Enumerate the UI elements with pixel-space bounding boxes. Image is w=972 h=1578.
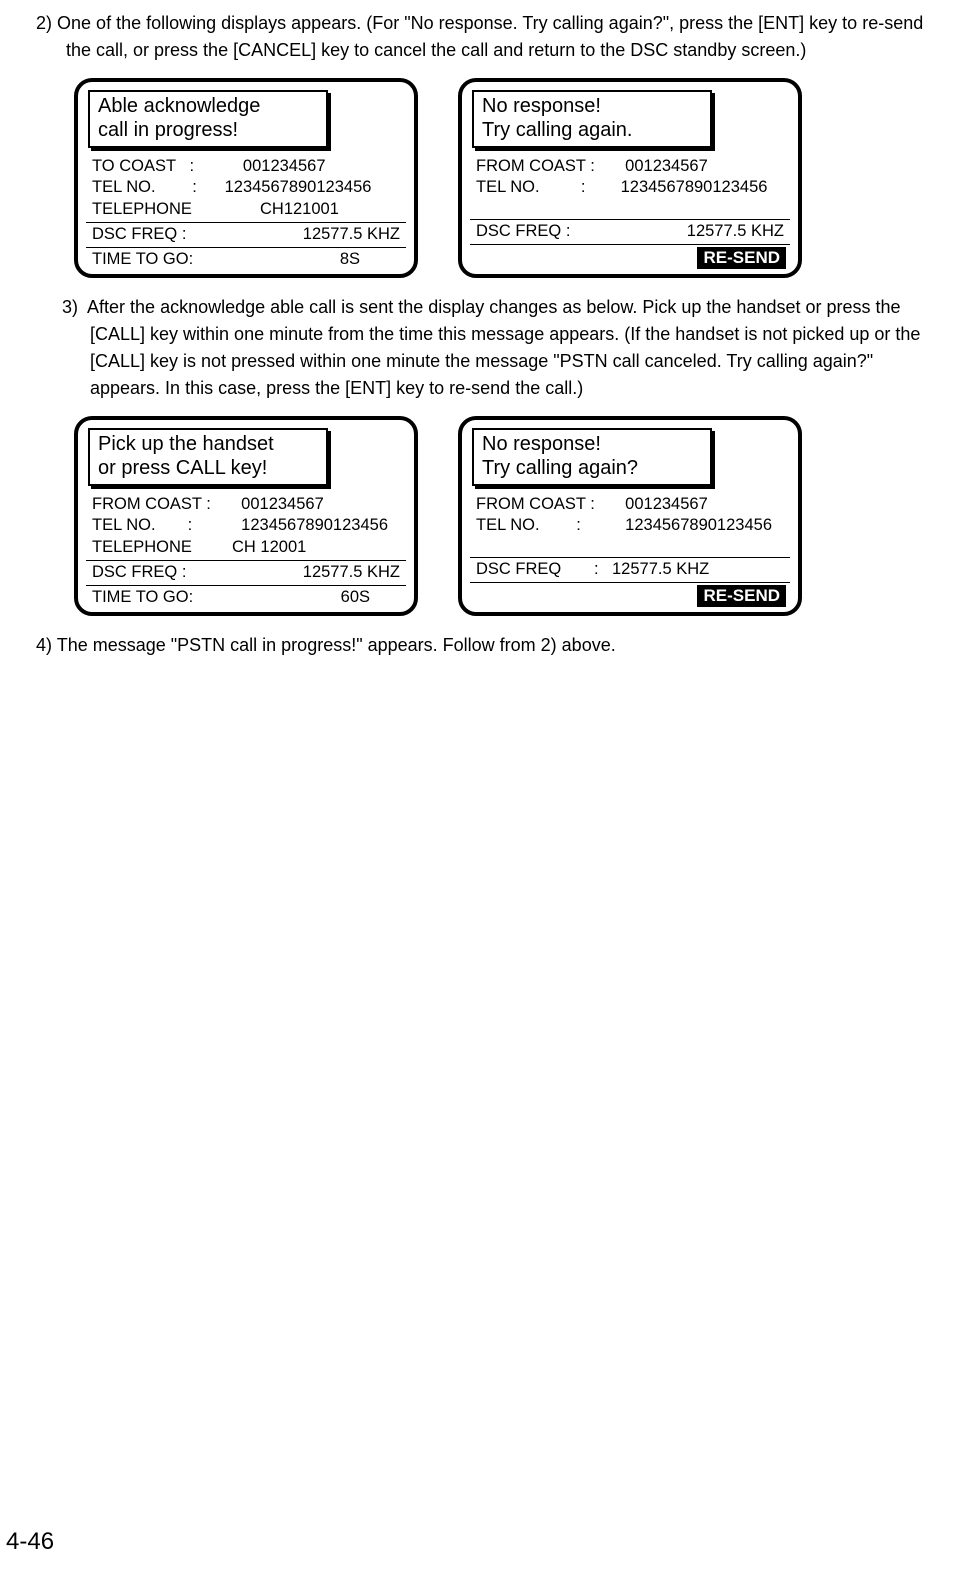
lcd-no-response-2: No response! Try calling again? FROM COA… — [458, 416, 802, 616]
msg-box: Able acknowledge call in progress! — [88, 90, 328, 148]
field-row: FROM COAST : 001234567 — [476, 156, 784, 177]
step-4-text: 4) The message "PSTN call in progress!" … — [30, 632, 942, 659]
freq-row: DSC FREQ : 12577.5 KHZ — [470, 560, 790, 580]
field-label: TEL NO. : — [92, 177, 220, 198]
freq-val: 12577.5 KHZ — [687, 222, 784, 242]
msg-line-1: No response! — [482, 94, 702, 118]
resend-button[interactable]: RE-SEND — [697, 247, 786, 269]
field-row: FROM COAST : 001234567 — [476, 494, 784, 515]
field-val: 001234567 — [220, 156, 400, 177]
spacer — [476, 537, 784, 555]
field-val: CH 12001 — [232, 537, 400, 558]
msg-line-2: or press CALL key! — [98, 456, 318, 480]
freq-label: DSC FREQ — [476, 560, 594, 580]
step-4-num: 4) — [36, 635, 52, 655]
freq-row: DSC FREQ : 12577.5 KHZ — [86, 563, 406, 583]
field-row: TEL NO. : 1234567890123456 — [476, 177, 784, 198]
field-val: CH121001 — [260, 199, 400, 220]
divider — [470, 219, 790, 220]
time-val: 60S — [341, 588, 400, 608]
field-val: 001234567 — [616, 156, 784, 177]
step-4-body: The message "PSTN call in progress!" app… — [57, 635, 616, 655]
field-label: TO COAST : — [92, 156, 220, 177]
spacer — [476, 199, 784, 217]
lcd-able-ack: Able acknowledge call in progress! TO CO… — [74, 78, 418, 278]
divider — [86, 585, 406, 586]
divider — [86, 247, 406, 248]
resend-button[interactable]: RE-SEND — [697, 585, 786, 607]
freq-colon: : — [594, 560, 612, 580]
field-label: FROM COAST : — [92, 494, 232, 515]
freq-label: DSC FREQ : — [92, 563, 186, 583]
divider — [86, 560, 406, 561]
freq-row: DSC FREQ : 12577.5 KHZ — [470, 222, 790, 242]
field-row: TELEPHONE CH121001 — [92, 199, 400, 220]
resend-row: RE-SEND — [470, 585, 790, 607]
field-val: 1234567890123456 — [220, 177, 400, 198]
screens-row-1: Able acknowledge call in progress! TO CO… — [74, 78, 942, 278]
field-label: FROM COAST : — [476, 494, 616, 515]
field-label: TEL NO. : — [476, 515, 616, 536]
msg-line-1: Pick up the handset — [98, 432, 318, 456]
field-val: 1234567890123456 — [616, 515, 784, 536]
step-3-text: 3) After the acknowledge able call is se… — [30, 294, 942, 402]
divider — [470, 244, 790, 245]
msg-line-2: Try calling again? — [482, 456, 702, 480]
field-rows: FROM COAST : 001234567 TEL NO. : 1234567… — [470, 154, 790, 217]
time-label: TIME TO GO: — [92, 588, 193, 608]
field-rows: FROM COAST : 001234567 TEL NO. : 1234567… — [470, 492, 790, 555]
field-val: 001234567 — [616, 494, 784, 515]
time-row: TIME TO GO: 8S — [86, 250, 406, 270]
freq-val: 12577.5 KHZ — [612, 560, 709, 580]
field-label: TEL NO. : — [476, 177, 616, 198]
field-val: 001234567 — [232, 494, 400, 515]
freq-val: 12577.5 KHZ — [303, 563, 400, 583]
divider — [86, 222, 406, 223]
msg-line-2: call in progress! — [98, 118, 318, 142]
field-label: TEL NO. : — [92, 515, 232, 536]
field-rows: TO COAST : 001234567 TEL NO. : 123456789… — [86, 154, 406, 220]
divider — [470, 557, 790, 558]
step-3-body: After the acknowledge able call is sent … — [87, 297, 920, 398]
time-label: TIME TO GO: — [92, 250, 193, 270]
field-val: 1234567890123456 — [232, 515, 400, 536]
divider — [470, 582, 790, 583]
screens-row-2: Pick up the handset or press CALL key! F… — [74, 416, 942, 616]
field-row: TEL NO. : 1234567890123456 — [92, 515, 400, 536]
time-val: 8S — [340, 250, 400, 270]
freq-val: 12577.5 KHZ — [303, 225, 400, 245]
msg-line-1: No response! — [482, 432, 702, 456]
msg-box: No response! Try calling again. — [472, 90, 712, 148]
field-row: TELEPHONE CH 12001 — [92, 537, 400, 558]
lcd-no-response-1: No response! Try calling again. FROM COA… — [458, 78, 802, 278]
field-val: 1234567890123456 — [616, 177, 784, 198]
msg-box: Pick up the handset or press CALL key! — [88, 428, 328, 486]
field-row: TO COAST : 001234567 — [92, 156, 400, 177]
step-2-num: 2) — [36, 13, 52, 33]
field-row: FROM COAST : 001234567 — [92, 494, 400, 515]
time-row: TIME TO GO: 60S — [86, 588, 406, 608]
step-2-body: One of the following displays appears. (… — [57, 13, 923, 60]
field-row: TEL NO. : 1234567890123456 — [92, 177, 400, 198]
freq-row: DSC FREQ : 12577.5 KHZ — [86, 225, 406, 245]
field-rows: FROM COAST : 001234567 TEL NO. : 1234567… — [86, 492, 406, 558]
lcd-pickup-handset: Pick up the handset or press CALL key! F… — [74, 416, 418, 616]
step-2-text: 2) One of the following displays appears… — [30, 10, 942, 64]
freq-label: DSC FREQ : — [92, 225, 186, 245]
msg-box: No response! Try calling again? — [472, 428, 712, 486]
page-number: 4-46 — [6, 1524, 54, 1560]
field-label: TELEPHONE — [92, 537, 232, 558]
field-row: TEL NO. : 1234567890123456 — [476, 515, 784, 536]
field-label: FROM COAST : — [476, 156, 616, 177]
resend-row: RE-SEND — [470, 247, 790, 269]
msg-line-1: Able acknowledge — [98, 94, 318, 118]
freq-label: DSC FREQ : — [476, 222, 570, 242]
field-label: TELEPHONE — [92, 199, 260, 220]
step-3-num: 3) — [62, 297, 78, 317]
msg-line-2: Try calling again. — [482, 118, 702, 142]
